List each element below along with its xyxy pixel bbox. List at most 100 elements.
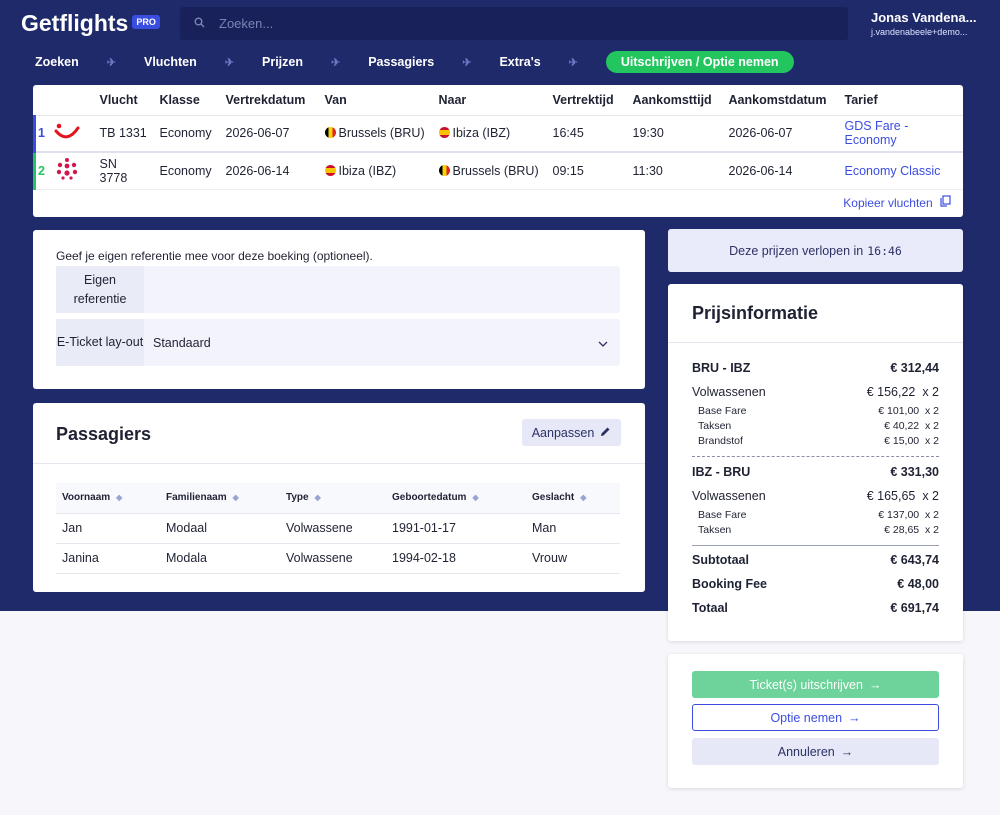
copy-icon xyxy=(940,195,951,210)
col-geboortedatum[interactable]: Geboortedatum ◆ xyxy=(386,483,526,514)
take-option-button[interactable]: Optie nemen → xyxy=(692,704,939,731)
brussels-airlines-logo xyxy=(47,152,94,190)
plane-icon: ✈ xyxy=(462,56,472,69)
plane-icon: ✈ xyxy=(568,56,578,69)
expiry-label: Deze prijzen verlopen in xyxy=(729,243,864,258)
edit-passengers-button[interactable]: Aanpassen xyxy=(522,419,621,446)
leg-route: BRU - IBZ xyxy=(692,361,751,375)
belgium-flag-icon xyxy=(324,127,336,139)
gender: Vrouw xyxy=(526,543,620,574)
step-prijzen[interactable]: Prijzen xyxy=(262,55,303,69)
reference-intro: Geef je eigen referentie mee voor deze b… xyxy=(56,249,373,263)
col-naar: Naar xyxy=(432,85,547,116)
destination: Brussels (BRU) xyxy=(432,152,547,190)
eticket-layout-value[interactable]: Standaard xyxy=(144,319,620,366)
destination-label: Brussels (BRU) xyxy=(452,163,539,178)
gender: Man xyxy=(526,513,620,544)
cancel-button[interactable]: Annuleren → xyxy=(692,738,939,765)
last-name: Modala xyxy=(160,543,280,574)
table-row: Jan Modaal Volwassene 1991-01-17 Man xyxy=(56,513,620,544)
col-type[interactable]: Type ◆ xyxy=(280,483,386,514)
expiry-countdown: 16:46 xyxy=(867,243,902,258)
item-price: € 137,00 x 2 xyxy=(878,509,939,521)
divider xyxy=(668,342,963,343)
own-reference-label: Eigen referentie xyxy=(56,266,144,313)
item-amount: € 101,00 xyxy=(878,405,920,417)
flight-row: 1 TB 1331 Economy 2026-06-07 Brussels (B… xyxy=(33,115,963,153)
sort-icon: ◆ xyxy=(580,493,587,503)
departure-time: 16:45 xyxy=(546,115,627,153)
price-item-row: Taksen € 40,22 x 2 xyxy=(698,420,939,432)
copy-flights-button[interactable]: Kopieer vluchten xyxy=(843,195,951,210)
issue-tickets-button[interactable]: Ticket(s) uitschrijven → xyxy=(692,671,939,698)
fare-link[interactable]: Economy Classic xyxy=(838,152,963,190)
eticket-layout-select[interactable]: E-Ticket lay-out Standaard xyxy=(56,319,620,366)
origin-label: Brussels (BRU) xyxy=(338,126,425,141)
eticket-selected: Standaard xyxy=(153,335,211,350)
step-uitschrijven-active[interactable]: Uitschrijven / Optie nemen xyxy=(605,51,794,73)
col-airline xyxy=(47,85,94,116)
flight-index: 2 xyxy=(33,152,48,190)
birth-date: 1991-01-17 xyxy=(386,513,526,544)
app-logo[interactable]: Getflights PRO xyxy=(21,10,160,37)
origin-label: Ibiza (IBZ) xyxy=(338,163,397,178)
col-voornaam[interactable]: Voornaam ◆ xyxy=(56,483,160,514)
dashed-divider xyxy=(692,456,939,457)
subtotal-row: Subtotaal € 643,74 xyxy=(692,553,939,567)
col-geslacht[interactable]: Geslacht ◆ xyxy=(526,483,620,514)
arrival-date: 2026-06-07 xyxy=(722,115,839,153)
item-label: Base Fare xyxy=(698,509,747,521)
booking-fee-label: Booking Fee xyxy=(692,577,768,591)
passengers-title: Passagiers xyxy=(56,424,152,444)
plane-icon: ✈ xyxy=(331,56,341,69)
col-vertrekdatum: Vertrekdatum xyxy=(219,85,319,116)
step-passagiers[interactable]: Passagiers xyxy=(368,55,435,69)
divider xyxy=(33,463,645,464)
step-zoeken[interactable]: Zoeken xyxy=(35,55,79,69)
fare-link[interactable]: GDS Fare - Economy xyxy=(838,115,963,153)
pro-badge: PRO xyxy=(132,14,160,29)
own-reference-field[interactable]: Eigen referentie xyxy=(56,266,620,313)
user-menu[interactable]: Jonas Vandena... j.vandenabeele+demo... xyxy=(871,10,977,37)
item-qty: x 2 xyxy=(924,509,939,521)
actions-card: Ticket(s) uitschrijven → Optie nemen → A… xyxy=(668,654,963,788)
booking-fee-row: Booking Fee € 48,00 xyxy=(692,577,939,591)
flight-class: Economy xyxy=(153,115,220,153)
adult-label: Volwassenen xyxy=(692,385,766,399)
col-tarief: Tarief xyxy=(838,85,963,116)
step-vluchten[interactable]: Vluchten xyxy=(143,55,197,69)
price-item-row: Taksen € 28,65 x 2 xyxy=(698,524,939,536)
pencil-icon xyxy=(600,426,611,440)
price-item-row: Base Fare € 101,00 x 2 xyxy=(698,405,939,417)
last-name: Modaal xyxy=(160,513,280,544)
col-aankomstdatum: Aankomstdatum xyxy=(722,85,839,116)
col-familienaam[interactable]: Familienaam ◆ xyxy=(160,483,280,514)
adult-qty: x 2 xyxy=(922,489,939,503)
col-aankomsttijd: Aankomsttijd xyxy=(626,85,723,116)
origin: Ibiza (IBZ) xyxy=(318,152,433,190)
first-name: Janina xyxy=(56,543,160,574)
search-bar[interactable] xyxy=(180,7,848,40)
col-van: Van xyxy=(318,85,433,116)
leg-total-row: BRU - IBZ € 312,44 xyxy=(692,361,939,375)
copy-flights-label: Kopieer vluchten xyxy=(843,196,933,210)
passengers-card: Passagiers Aanpassen Voornaam ◆ Familiena… xyxy=(33,403,645,592)
item-qty: x 2 xyxy=(924,435,939,447)
plane-icon: ✈ xyxy=(224,56,234,69)
own-reference-input[interactable] xyxy=(144,266,620,313)
leg-total-row: IBZ - BRU € 331,30 xyxy=(692,465,939,479)
item-amount: € 15,00 xyxy=(884,435,920,447)
search-input[interactable] xyxy=(219,16,819,31)
user-email: j.vandenabeele+demo... xyxy=(871,27,968,37)
step-extras[interactable]: Extra's xyxy=(499,55,541,69)
price-item-row: Brandstof € 15,00 x 2 xyxy=(698,435,939,447)
item-label: Taksen xyxy=(698,420,732,432)
origin: Brussels (BRU) xyxy=(318,115,433,153)
price-item-row: Base Fare € 137,00 x 2 xyxy=(698,509,939,521)
item-price: € 28,65 x 2 xyxy=(884,524,939,536)
flight-index: 1 xyxy=(33,115,48,153)
header-label: Geboortedatum xyxy=(392,492,467,504)
leg-total: € 331,30 xyxy=(890,465,939,479)
adult-label: Volwassenen xyxy=(692,489,766,503)
item-price: € 15,00 x 2 xyxy=(884,435,939,447)
